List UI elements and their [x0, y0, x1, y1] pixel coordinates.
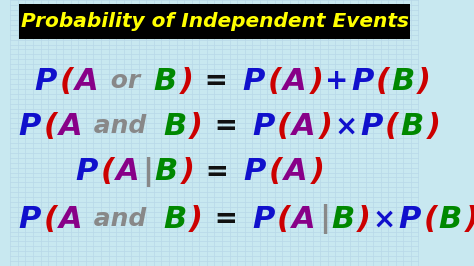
Text: ): ): [189, 205, 203, 234]
Text: Probability of Independent Events: Probability of Independent Events: [20, 12, 409, 31]
Text: B: B: [401, 112, 424, 141]
Text: B: B: [155, 157, 178, 186]
Text: P: P: [252, 112, 274, 141]
Text: P: P: [18, 205, 41, 234]
Text: (: (: [423, 205, 437, 234]
Text: ): ): [310, 157, 324, 186]
Text: A: A: [292, 205, 316, 234]
Text: |: |: [319, 205, 330, 234]
Text: A: A: [59, 112, 82, 141]
Text: A: A: [283, 66, 307, 96]
Text: (: (: [376, 66, 390, 96]
Text: B: B: [439, 205, 462, 234]
Text: P: P: [76, 157, 98, 186]
Text: ): ): [357, 205, 371, 234]
Text: P: P: [351, 66, 374, 96]
Text: ): ): [417, 66, 431, 96]
Text: B: B: [163, 205, 186, 234]
Text: (: (: [100, 157, 115, 186]
Text: B: B: [154, 66, 177, 96]
Text: (: (: [277, 112, 291, 141]
Text: B: B: [331, 205, 354, 234]
Text: =: =: [195, 67, 238, 95]
Text: (: (: [60, 66, 74, 96]
Text: or: or: [101, 69, 148, 93]
Text: (: (: [44, 112, 57, 141]
Text: P: P: [18, 112, 41, 141]
Text: A: A: [75, 66, 99, 96]
Text: =: =: [196, 157, 239, 186]
Text: B: B: [392, 66, 415, 96]
Text: (: (: [267, 66, 282, 96]
Text: |: |: [142, 157, 154, 186]
Text: A: A: [116, 157, 140, 186]
Bar: [19, 4, 410, 39]
Text: ×: ×: [334, 112, 357, 140]
Text: P: P: [35, 66, 57, 96]
Text: ): ): [427, 112, 440, 141]
Text: (: (: [277, 205, 291, 234]
Text: A: A: [292, 112, 316, 141]
Text: ): ): [465, 205, 474, 234]
Text: and: and: [85, 207, 155, 231]
Text: (: (: [385, 112, 399, 141]
Text: ×: ×: [373, 205, 396, 234]
Text: A: A: [284, 157, 308, 186]
Text: =: =: [204, 205, 247, 234]
Text: +: +: [325, 67, 348, 95]
Text: P: P: [252, 205, 274, 234]
Text: =: =: [204, 112, 247, 140]
Text: ): ): [180, 66, 194, 96]
Text: B: B: [163, 112, 186, 141]
Text: ): ): [189, 112, 203, 141]
Text: and: and: [85, 114, 155, 138]
Text: ): ): [310, 66, 323, 96]
Text: ): ): [181, 157, 195, 186]
Text: P: P: [398, 205, 420, 234]
Text: ): ): [319, 112, 333, 141]
Text: (: (: [268, 157, 283, 186]
Text: P: P: [243, 66, 265, 96]
Text: (: (: [44, 205, 57, 234]
Text: P: P: [360, 112, 383, 141]
Text: P: P: [244, 157, 266, 186]
Text: A: A: [59, 205, 82, 234]
